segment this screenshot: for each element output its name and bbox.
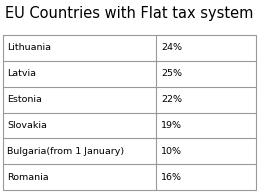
Text: Romania: Romania [7, 173, 49, 182]
Bar [3, 35, 256, 190]
Text: Estonia: Estonia [7, 95, 42, 104]
Text: 16%: 16% [161, 173, 182, 182]
Text: Lithuania: Lithuania [7, 43, 51, 52]
Text: EU Countries with Flat tax system: EU Countries with Flat tax system [5, 6, 254, 21]
Text: 25%: 25% [161, 69, 182, 78]
Text: 22%: 22% [161, 95, 182, 104]
Text: 24%: 24% [161, 43, 182, 52]
Text: Slovakia: Slovakia [7, 121, 47, 130]
Text: Bulgaria(from 1 January): Bulgaria(from 1 January) [7, 147, 124, 156]
Text: 19%: 19% [161, 121, 182, 130]
Text: 10%: 10% [161, 147, 182, 156]
Text: Latvia: Latvia [7, 69, 36, 78]
